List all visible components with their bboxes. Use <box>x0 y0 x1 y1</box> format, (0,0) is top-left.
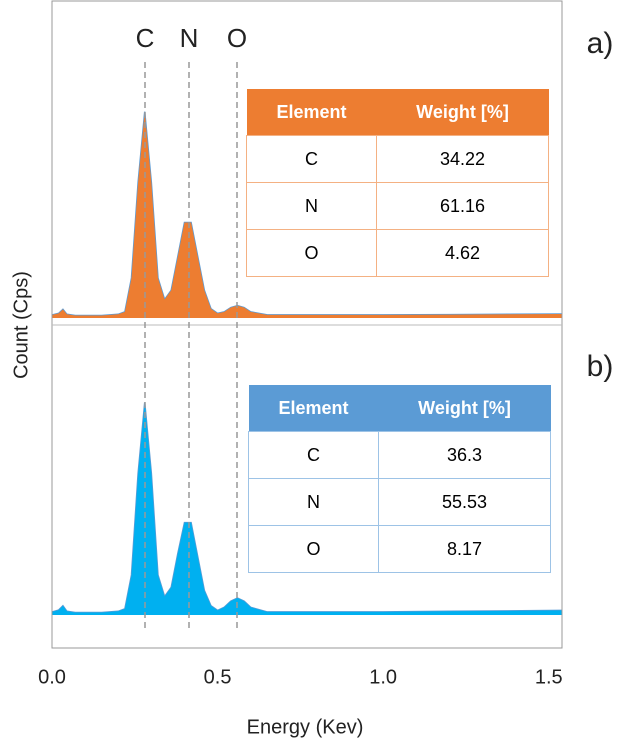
column-header: Element <box>278 397 349 418</box>
table-cell: 34.22 <box>376 135 549 183</box>
table-cell: C <box>248 431 379 479</box>
panel-label: b) <box>587 350 614 383</box>
column-header: Weight [%] <box>418 397 511 418</box>
element-label: O <box>227 23 247 53</box>
table-header: Element Weight [%] <box>248 385 551 432</box>
table-cell: O <box>246 229 377 277</box>
area-fill <box>52 111 562 318</box>
x-tick-label: 0.0 <box>38 666 66 688</box>
table-row: C 36.3 <box>248 431 551 479</box>
table-header: Element Weight [%] <box>246 89 549 136</box>
table-cell: 36.3 <box>378 431 551 479</box>
table-row: N 61.16 <box>246 182 549 230</box>
table-cell: N <box>246 182 377 230</box>
element-lines <box>144 62 238 630</box>
element-label: C <box>136 23 155 53</box>
element-label: N <box>180 23 199 53</box>
table-cell: 4.62 <box>376 229 549 277</box>
table-cell: C <box>246 135 377 183</box>
y-axis-label: Count (Cps) <box>10 271 32 379</box>
panel-label: a) <box>587 27 614 60</box>
table-cell: 55.53 <box>378 478 551 526</box>
table-row: O 4.62 <box>246 229 549 277</box>
table-cell: 8.17 <box>378 525 551 573</box>
weight-table: Element Weight [%] C 34.22 N 61.16 O 4.62 <box>246 89 549 277</box>
x-tick-label: 1.0 <box>369 666 397 688</box>
x-axis-label: Energy (Kev) <box>247 716 364 738</box>
table-cell: 61.16 <box>376 182 549 230</box>
table-cell: O <box>248 525 379 573</box>
x-tick-label: 0.5 <box>204 666 232 688</box>
area-fill <box>52 402 562 615</box>
table-row: C 34.22 <box>246 135 549 183</box>
table-cell: N <box>248 478 379 526</box>
table-row: N 55.53 <box>248 478 551 526</box>
table-row: O 8.17 <box>248 525 551 573</box>
column-header: Element <box>276 101 347 122</box>
weight-table: Element Weight [%] C 36.3 N 55.53 O 8.17 <box>248 385 551 573</box>
column-header: Weight [%] <box>416 101 509 122</box>
x-tick-label: 1.5 <box>535 666 563 688</box>
